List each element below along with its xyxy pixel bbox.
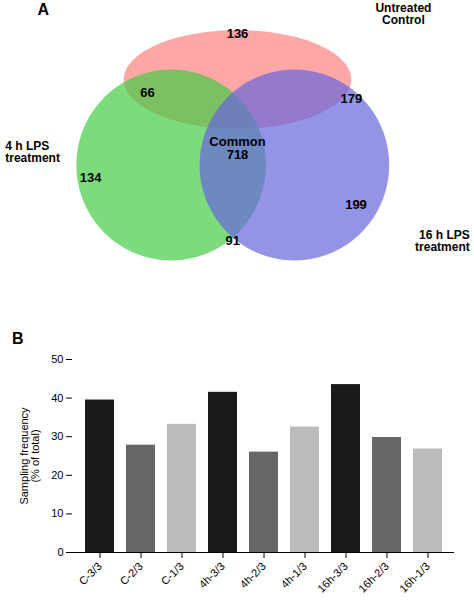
svg-text:136: 136	[227, 26, 249, 41]
svg-text:66: 66	[140, 85, 154, 100]
svg-text:199: 199	[345, 197, 367, 212]
svg-text:30: 30	[51, 430, 63, 442]
svg-text:20: 20	[51, 469, 63, 481]
svg-text:C-1/3: C-1/3	[158, 560, 186, 588]
svg-text:C-3/3: C-3/3	[76, 560, 104, 588]
svg-text:50: 50	[51, 353, 63, 365]
svg-text:179: 179	[340, 91, 362, 106]
svg-text:40: 40	[51, 392, 63, 404]
svg-text:16 h LPStreatment: 16 h LPStreatment	[415, 228, 470, 254]
svg-text:4h-3/3: 4h-3/3	[196, 560, 227, 591]
svg-text:A: A	[37, 1, 49, 18]
svg-text:134: 134	[80, 170, 102, 185]
svg-text:16h-2/3: 16h-2/3	[356, 560, 391, 595]
svg-text:4h-1/3: 4h-1/3	[278, 560, 309, 591]
svg-text:91: 91	[226, 233, 240, 248]
svg-text:4 h LPStreatment: 4 h LPStreatment	[5, 139, 60, 165]
svg-text:10: 10	[51, 507, 63, 519]
svg-text:UntreatedControl: UntreatedControl	[375, 1, 431, 27]
svg-text:0: 0	[57, 546, 63, 558]
svg-text:16h-3/3: 16h-3/3	[315, 560, 350, 595]
svg-text:C-2/3: C-2/3	[117, 560, 145, 588]
svg-text:Common718: Common718	[209, 134, 265, 162]
svg-text:4h-2/3: 4h-2/3	[237, 560, 268, 591]
svg-text:16h-1/3: 16h-1/3	[397, 560, 432, 595]
html-text:B: B	[12, 330, 24, 347]
svg-text:Sampling frequency(% of total): Sampling frequency(% of total)	[18, 407, 41, 505]
